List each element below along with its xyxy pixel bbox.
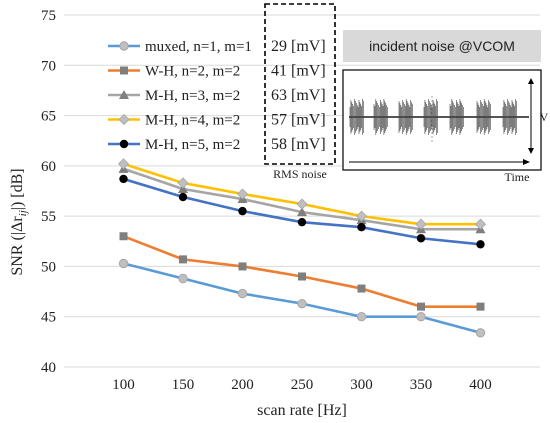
- x-tick-label: 150: [172, 377, 195, 393]
- data-point-s4: [296, 198, 308, 210]
- markers-group: [117, 158, 487, 338]
- legend-marker-3: [119, 90, 129, 99]
- y-tick-label: 45: [41, 310, 56, 326]
- rms-value-3: 63 [mV]: [271, 87, 326, 104]
- data-point-s5: [297, 217, 307, 227]
- data-point-s5: [238, 206, 247, 216]
- y-tick-label: 60: [41, 159, 56, 175]
- y-tick-label: 70: [41, 58, 56, 74]
- legend-label-5: M-H, n=5, m=2: [145, 137, 240, 153]
- rms-value-4: 57 [mV]: [271, 112, 326, 129]
- rms-value-5: 58 [mV]: [271, 136, 326, 153]
- rms-value-2: 41 [mV]: [271, 63, 326, 80]
- data-point-s1: [237, 288, 248, 299]
- data-point-s1: [297, 298, 307, 309]
- legend-marker-1: [119, 41, 129, 51]
- y-tick-label: 50: [41, 259, 56, 275]
- data-point-s4: [117, 158, 130, 170]
- data-point-s4: [236, 188, 249, 200]
- x-axis-title: scan rate [Hz]: [257, 402, 347, 419]
- legend-marker-5: [119, 139, 129, 149]
- legend-label-3: M-H, n=3, m=2: [145, 88, 240, 104]
- data-point-s5: [178, 192, 188, 202]
- x-tick-label: 100: [112, 377, 135, 393]
- series-line-2: [123, 235, 481, 308]
- data-point-s4: [355, 210, 368, 222]
- x-tick-label: 350: [410, 377, 433, 393]
- y-tick-label: 40: [41, 360, 56, 376]
- y-axis-title-prefix: SNR (|Δr: [9, 216, 26, 276]
- data-point-s1: [178, 273, 188, 284]
- v-axis-arrowhead-top: [528, 78, 534, 84]
- x-tick-label: 200: [231, 377, 254, 393]
- legend: muxed, n=1, m=1 W-H, n=2, m=2 M-H, n=3, m=…: [108, 39, 252, 153]
- inset-time-label: Time: [505, 170, 530, 184]
- data-point-s2: [238, 262, 247, 271]
- data-point-s4: [177, 177, 189, 189]
- axes: 40 45 50 55 60 65 70 75 100 150 200 250 300 350 400: [41, 8, 492, 393]
- data-point-s5: [119, 174, 128, 184]
- data-point-s5: [357, 223, 366, 232]
- y-axis-title-suffix: |) [dB]: [9, 168, 26, 210]
- inset-title: incident noise @VCOM: [369, 38, 515, 54]
- rms-noise-caption: RMS noise: [273, 167, 327, 181]
- x-tick-label: 400: [469, 377, 492, 393]
- data-point-s2: [476, 302, 485, 311]
- y-axis-title: SNR (|Δrij|) [dB]: [9, 168, 29, 275]
- legend-label-1: muxed, n=1, m=1: [145, 39, 252, 55]
- inset-title-bg: [343, 30, 541, 62]
- legend-label-2: W-H, n=2, m=2: [145, 64, 240, 80]
- inset-v-label: V: [540, 110, 549, 124]
- data-point-s4: [415, 218, 427, 230]
- data-point-s2: [119, 232, 128, 241]
- data-point-s2: [179, 255, 187, 264]
- v-axis-arrowhead-bottom: [528, 148, 534, 154]
- y-tick-label: 55: [41, 209, 56, 225]
- rms-value-1: 29 [mV]: [271, 38, 326, 55]
- data-point-s2: [357, 284, 366, 293]
- time-axis-arrowhead: [523, 159, 530, 165]
- y-tick-label: 65: [41, 109, 56, 125]
- data-point-s1: [356, 312, 367, 322]
- noise-waveform: [349, 96, 529, 142]
- y-tick-label: 75: [41, 8, 56, 24]
- data-point-s5: [416, 234, 426, 243]
- noise-inset: incident noise @VCOM Time V: [342, 30, 549, 184]
- data-point-s1: [118, 258, 129, 269]
- data-point-s2: [298, 272, 306, 281]
- x-tick-label: 300: [350, 377, 373, 393]
- y-axis-title-subscript: ij: [17, 210, 29, 216]
- x-tick-label: 250: [291, 377, 314, 393]
- data-point-s5: [476, 240, 485, 249]
- data-point-s1: [416, 312, 426, 322]
- data-point-s2: [417, 302, 425, 311]
- grid-lines: [64, 14, 540, 368]
- rms-noise-box: RMS noise 29 [mV] 41 [mV] 63 [mV] 57 [mV] 58…: [264, 3, 336, 181]
- rms-noise-border: [264, 3, 336, 165]
- data-point-s3: [297, 207, 307, 217]
- legend-marker-2: [120, 66, 128, 75]
- data-point-s4: [474, 218, 487, 230]
- data-point-s1: [475, 328, 486, 338]
- legend-label-4: M-H, n=4, m=2: [145, 113, 240, 129]
- legend-marker-4: [118, 113, 130, 126]
